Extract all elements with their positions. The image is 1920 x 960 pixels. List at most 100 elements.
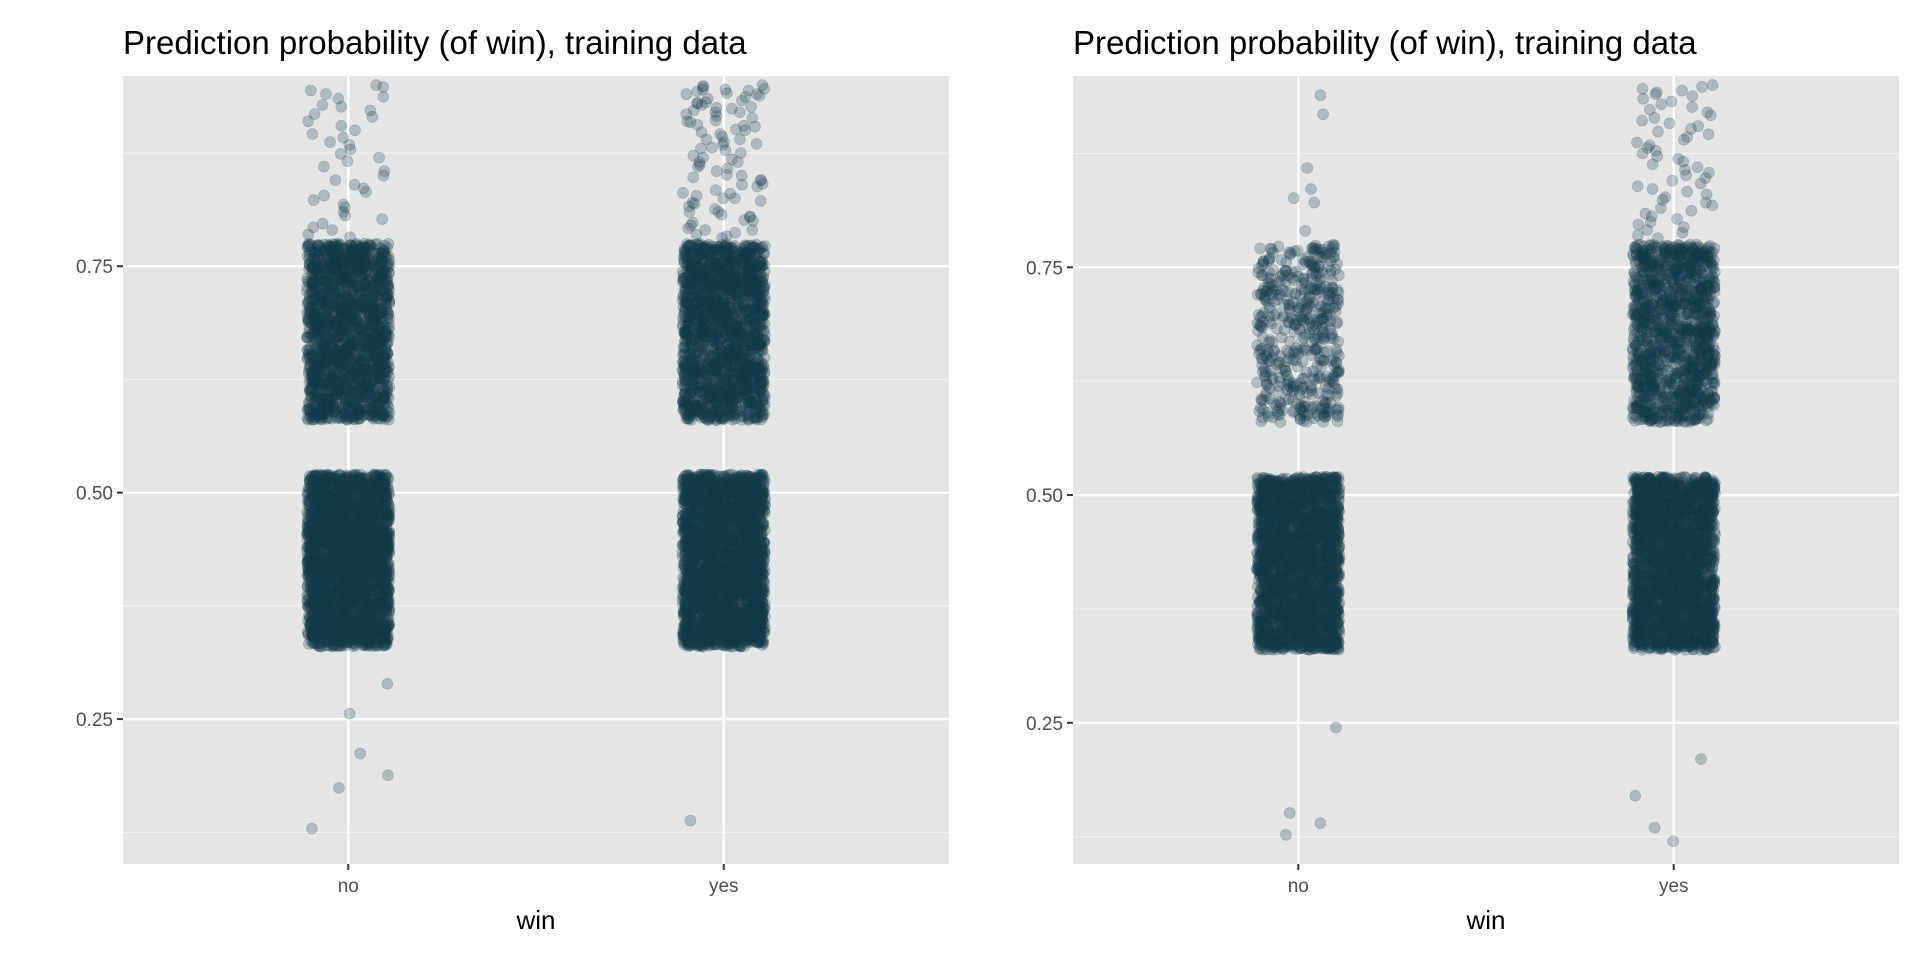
data-point <box>375 473 388 486</box>
data-point <box>352 522 364 535</box>
data-point <box>358 581 371 594</box>
data-point <box>372 493 384 506</box>
data-point <box>357 472 370 485</box>
data-point <box>306 470 319 483</box>
data-point <box>372 624 385 637</box>
data-point <box>311 513 324 526</box>
data-point <box>302 564 315 577</box>
data-point <box>373 608 385 620</box>
data-point <box>325 281 337 294</box>
data-point <box>329 515 342 528</box>
data-point <box>322 302 334 315</box>
data-point <box>339 494 352 507</box>
data-point <box>372 483 385 496</box>
data-point <box>325 523 338 536</box>
data-point <box>301 494 314 507</box>
data-point <box>335 591 348 603</box>
data-point <box>336 578 349 591</box>
data-point <box>309 547 322 560</box>
data-point <box>317 620 329 633</box>
data-point <box>372 530 385 542</box>
data-point <box>354 496 367 509</box>
data-point <box>364 507 376 520</box>
data-point <box>359 486 371 499</box>
data-point <box>346 585 358 598</box>
data-point <box>321 244 334 256</box>
data-point <box>364 586 377 598</box>
data-point <box>381 382 394 395</box>
data-point <box>323 292 336 304</box>
data-point <box>335 519 348 532</box>
data-point <box>378 639 390 652</box>
data-point <box>301 594 314 607</box>
data-point <box>314 502 327 515</box>
data-point <box>337 566 350 579</box>
data-point <box>315 313 327 325</box>
data-point <box>383 527 396 540</box>
data-point <box>350 533 363 545</box>
data-point <box>306 515 318 528</box>
data-point <box>301 557 314 569</box>
data-point <box>319 621 332 633</box>
data-point <box>371 632 384 645</box>
data-point <box>309 394 322 407</box>
data-point <box>321 600 334 613</box>
data-point <box>334 618 346 631</box>
data-point <box>338 382 351 394</box>
data-point <box>383 547 395 559</box>
data-point <box>360 560 373 572</box>
data-point <box>381 514 393 527</box>
data-point <box>326 620 339 633</box>
data-point <box>350 539 363 552</box>
data-point <box>322 525 335 537</box>
data-point <box>376 573 388 585</box>
data-point <box>308 510 321 523</box>
data-point <box>327 628 339 641</box>
data-point <box>359 625 372 638</box>
data-point <box>304 302 316 314</box>
data-point <box>362 587 374 600</box>
data-point <box>339 473 351 485</box>
data-point <box>327 620 339 632</box>
data-point <box>377 626 389 639</box>
data-point <box>303 289 316 302</box>
data-point <box>353 509 366 522</box>
data-point <box>302 600 314 613</box>
data-point <box>333 615 345 627</box>
data-point <box>310 567 323 579</box>
data-point <box>337 482 350 495</box>
data-point <box>366 602 379 615</box>
data-point <box>336 267 349 280</box>
data-point <box>326 495 339 508</box>
data-point <box>307 519 319 532</box>
data-point <box>349 498 361 511</box>
data-point <box>327 335 339 348</box>
data-point <box>372 481 385 493</box>
data-point <box>346 618 358 630</box>
data-point <box>354 605 367 618</box>
data-point <box>342 483 355 496</box>
data-point <box>336 473 349 485</box>
data-point <box>380 536 393 549</box>
data-point <box>351 539 364 552</box>
data-point <box>317 508 330 520</box>
data-point <box>380 574 393 586</box>
data-point <box>357 569 370 582</box>
data-point <box>320 262 333 275</box>
data-point <box>321 603 334 615</box>
data-point <box>349 505 362 517</box>
data-point <box>357 479 370 492</box>
data-point <box>309 384 322 397</box>
data-point <box>378 639 390 652</box>
data-point <box>363 594 376 607</box>
data-point <box>381 291 393 304</box>
data-point <box>352 555 365 568</box>
data-point <box>366 247 379 259</box>
data-point <box>356 558 369 571</box>
data-point <box>352 551 365 564</box>
data-point <box>371 595 383 607</box>
data-point <box>379 607 392 620</box>
data-point <box>347 252 360 265</box>
data-point <box>374 372 387 385</box>
